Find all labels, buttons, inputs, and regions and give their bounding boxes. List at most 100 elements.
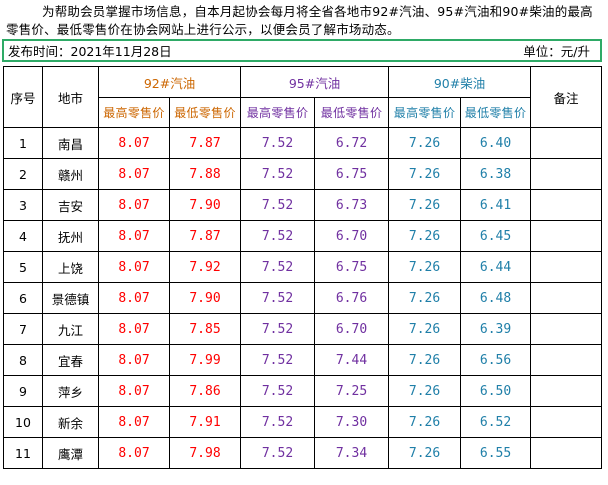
row-city: 九江	[42, 313, 99, 345]
gas95-max-price: 7.52	[240, 158, 316, 190]
gas92-min-price: 7.99	[168, 344, 242, 376]
gas92-max-price: 8.07	[98, 406, 170, 438]
row-remark	[530, 127, 603, 159]
gas95-min-price: 6.75	[314, 251, 390, 283]
intro-paragraph: 为帮助会员掌握市场信息，自本月起协会每月将全省各地市92#汽油、95#汽油和90…	[6, 4, 593, 37]
gas95-max-price: 7.52	[240, 375, 316, 407]
gas92-min-price: 7.88	[168, 158, 242, 190]
gas95-max-price: 7.52	[240, 406, 316, 438]
diesel90-min-price: 6.38	[460, 158, 532, 190]
row-remark	[530, 313, 603, 345]
row-index: 2	[3, 158, 43, 190]
table-row: 8 宜春 8.07 7.99 7.52 7.44 7.26 6.56	[3, 344, 603, 376]
gas92-max-price: 8.07	[98, 189, 170, 221]
diesel90-min-price: 6.45	[460, 220, 532, 252]
header-gas92-max: 最高零售价	[98, 97, 170, 128]
row-remark	[530, 282, 603, 314]
diesel90-min-price: 6.44	[460, 251, 532, 283]
gas92-max-price: 8.07	[98, 344, 170, 376]
table-row: 2 赣州 8.07 7.88 7.52 6.75 7.26 6.38	[3, 158, 603, 190]
row-city: 萍乡	[42, 375, 99, 407]
gas95-min-price: 6.75	[314, 158, 390, 190]
gas95-max-price: 7.52	[240, 220, 316, 252]
diesel90-min-price: 6.41	[460, 189, 532, 221]
diesel90-max-price: 7.26	[388, 313, 462, 345]
diesel90-max-price: 7.26	[388, 251, 462, 283]
gas95-min-price: 6.76	[314, 282, 390, 314]
gas92-max-price: 8.07	[98, 251, 170, 283]
header-gas95-min: 最低零售价	[314, 97, 390, 128]
table-row: 7 九江 8.07 7.85 7.52 6.70 7.26 6.39	[3, 313, 603, 345]
gas92-min-price: 7.85	[168, 313, 242, 345]
diesel90-min-price: 6.39	[460, 313, 532, 345]
gas95-max-price: 7.52	[240, 127, 316, 159]
diesel90-min-price: 6.40	[460, 127, 532, 159]
row-city: 南昌	[42, 127, 99, 159]
row-remark	[530, 375, 603, 407]
row-remark	[530, 220, 603, 252]
row-city: 抚州	[42, 220, 99, 252]
header-city: 地市	[42, 66, 99, 128]
diesel90-max-price: 7.26	[388, 127, 462, 159]
gas92-min-price: 7.90	[168, 189, 242, 221]
gas95-min-price: 6.70	[314, 220, 390, 252]
table-row: 10 新余 8.07 7.91 7.52 7.30 7.26 6.52	[3, 406, 603, 438]
row-remark	[530, 406, 603, 438]
gas95-min-price: 7.25	[314, 375, 390, 407]
header-gas95: 95#汽油	[240, 66, 390, 98]
table-row: 4 抚州 8.07 7.87 7.52 6.70 7.26 6.45	[3, 220, 603, 252]
diesel90-max-price: 7.26	[388, 375, 462, 407]
gas92-min-price: 7.86	[168, 375, 242, 407]
row-remark	[530, 344, 603, 376]
gas95-max-price: 7.52	[240, 189, 316, 221]
header-remark: 备注	[530, 66, 603, 128]
gas95-min-price: 6.70	[314, 313, 390, 345]
row-index: 10	[3, 406, 43, 438]
row-city: 宜春	[42, 344, 99, 376]
row-remark	[530, 158, 603, 190]
row-index: 3	[3, 189, 43, 221]
row-remark	[530, 437, 603, 469]
gas95-max-price: 7.52	[240, 344, 316, 376]
unit-label: 单位：元/升	[523, 44, 590, 59]
gas92-min-price: 7.98	[168, 437, 242, 469]
gas95-max-price: 7.52	[240, 313, 316, 345]
header-diesel90: 90#柴油	[388, 66, 532, 98]
diesel90-max-price: 7.26	[388, 158, 462, 190]
row-city: 景德镇	[42, 282, 99, 314]
gas92-max-price: 8.07	[98, 375, 170, 407]
gas92-max-price: 8.07	[98, 220, 170, 252]
row-remark	[530, 251, 603, 283]
table-row: 3 吉安 8.07 7.90 7.52 6.73 7.26 6.41	[3, 189, 603, 221]
gas92-max-price: 8.07	[98, 158, 170, 190]
table-row: 5 上饶 8.07 7.92 7.52 6.75 7.26 6.44	[3, 251, 603, 283]
header-gas92-min: 最低零售价	[168, 97, 242, 128]
row-city: 上饶	[42, 251, 99, 283]
row-index: 1	[3, 127, 43, 159]
gas95-min-price: 7.44	[314, 344, 390, 376]
gas92-max-price: 8.07	[98, 313, 170, 345]
header-diesel90-max: 最高零售价	[388, 97, 462, 128]
gas95-min-price: 6.73	[314, 189, 390, 221]
row-city: 鹰潭	[42, 437, 99, 469]
gas95-max-price: 7.52	[240, 282, 316, 314]
table-row: 11 鹰潭 8.07 7.98 7.52 7.34 7.26 6.55	[3, 437, 603, 469]
row-index: 7	[3, 313, 43, 345]
row-index: 9	[3, 375, 43, 407]
diesel90-min-price: 6.48	[460, 282, 532, 314]
diesel90-max-price: 7.26	[388, 282, 462, 314]
publish-info-bar: 发布时间：2021年11月28日 单位：元/升	[2, 39, 602, 62]
gas92-min-price: 7.87	[168, 127, 242, 159]
row-index: 11	[3, 437, 43, 469]
gas92-min-price: 7.92	[168, 251, 242, 283]
header-gas95-max: 最高零售价	[240, 97, 316, 128]
diesel90-min-price: 6.50	[460, 375, 532, 407]
table-row: 6 景德镇 8.07 7.90 7.52 6.76 7.26 6.48	[3, 282, 603, 314]
publish-time: 发布时间：2021年11月28日	[8, 44, 172, 59]
header-index: 序号	[3, 66, 43, 128]
gas95-min-price: 7.34	[314, 437, 390, 469]
gas92-max-price: 8.07	[98, 282, 170, 314]
gas92-min-price: 7.87	[168, 220, 242, 252]
row-remark	[530, 189, 603, 221]
row-index: 6	[3, 282, 43, 314]
